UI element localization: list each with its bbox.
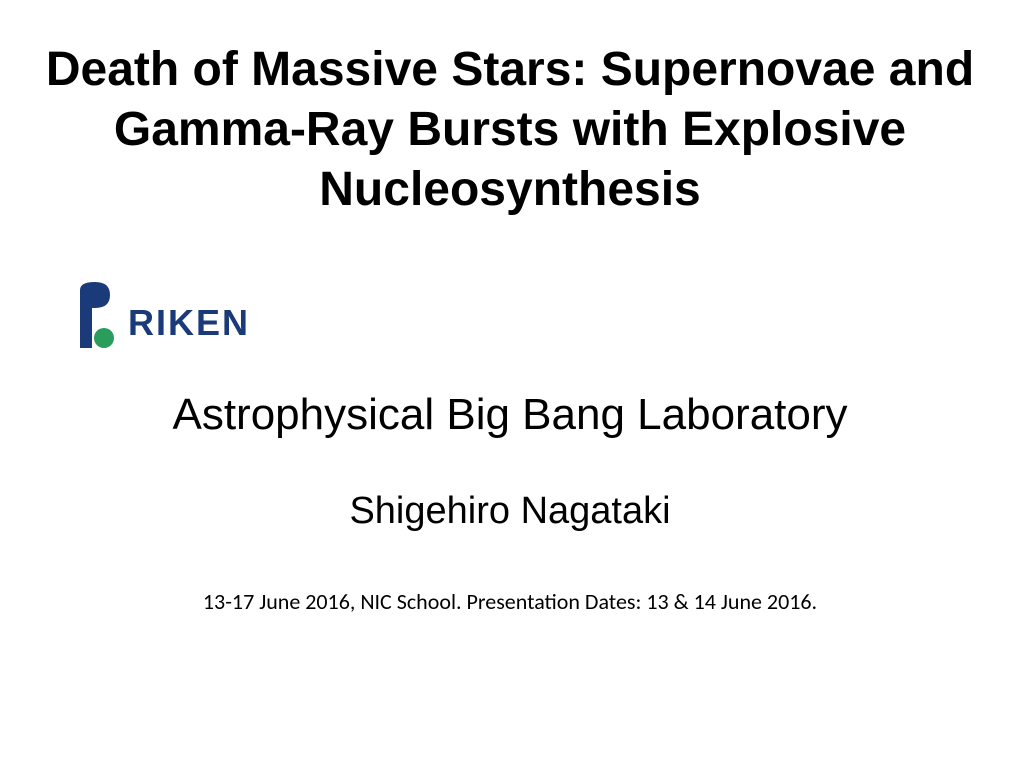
presentation-title: Death of Massive Stars: Supernovae and G… — [30, 40, 990, 220]
slide-container: Death of Massive Stars: Supernovae and G… — [0, 0, 1020, 765]
presentation-dates: 13-17 June 2016, NIC School. Presentatio… — [30, 588, 990, 615]
riken-logo: RIKEN — [70, 280, 990, 350]
organization-logo-section: RIKEN — [70, 280, 990, 350]
riken-logo-mark — [70, 280, 120, 350]
laboratory-name: Astrophysical Big Bang Laboratory — [30, 390, 990, 440]
organization-name: RIKEN — [128, 302, 250, 344]
author-name: Shigehiro Nagataki — [30, 490, 990, 533]
